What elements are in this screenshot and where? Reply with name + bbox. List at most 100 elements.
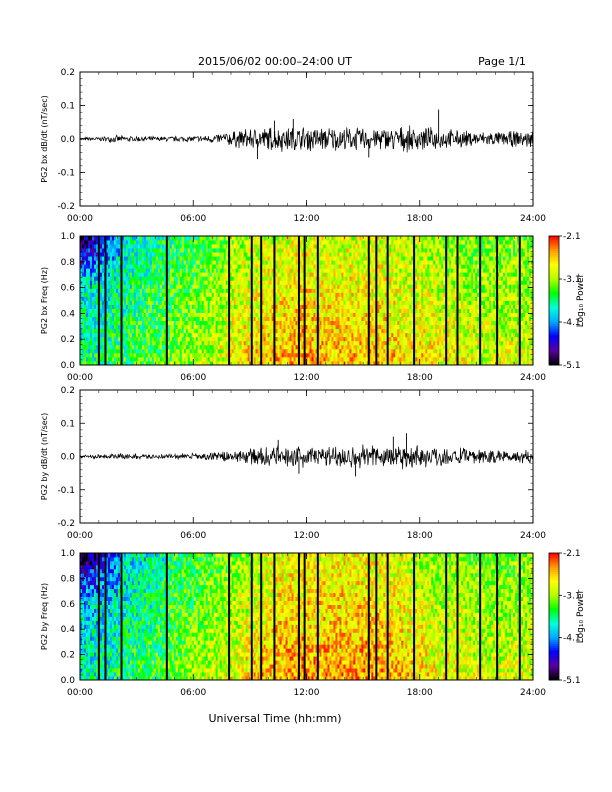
spectrogram-cell bbox=[123, 264, 127, 269]
spectrogram-cell bbox=[197, 296, 201, 301]
spectrogram-cell bbox=[80, 292, 83, 297]
spectrogram-cell bbox=[381, 296, 384, 301]
spectrogram-cell bbox=[163, 292, 167, 297]
spectrogram-cell bbox=[239, 276, 243, 281]
spectrogram-cell bbox=[115, 356, 119, 362]
spectrogram-cell bbox=[161, 264, 165, 269]
spectrogram-cell bbox=[329, 312, 332, 318]
spectrogram-cell bbox=[353, 244, 356, 249]
spectrogram-cell bbox=[87, 312, 91, 318]
spectrogram-cell bbox=[163, 280, 167, 285]
spectrogram-cell bbox=[363, 336, 366, 342]
spectrogram-cell bbox=[275, 324, 278, 330]
spectrogram-cell bbox=[311, 284, 314, 289]
spectrogram-cell bbox=[127, 312, 131, 318]
spectrogram-cell bbox=[253, 352, 257, 358]
spectrogram-cell bbox=[151, 352, 155, 358]
spectrogram-cell bbox=[321, 240, 324, 245]
spectrogram-cell bbox=[145, 312, 149, 318]
spectrogram-cell bbox=[167, 328, 171, 334]
spectrogram-cell bbox=[279, 252, 282, 257]
spectrogram-cell bbox=[125, 252, 129, 257]
spectrogram-cell bbox=[241, 320, 245, 326]
spectrogram-cell bbox=[127, 344, 131, 350]
spectrogram-cell bbox=[83, 240, 87, 245]
spectrogram-cell bbox=[365, 352, 368, 358]
spectrogram-cell bbox=[145, 280, 149, 285]
spectrogram-cell bbox=[209, 312, 213, 318]
spectrogram-cell bbox=[327, 260, 330, 265]
spectrogram-cell bbox=[357, 288, 360, 293]
spectrogram-cell bbox=[285, 316, 288, 322]
spectrogram-cell bbox=[313, 264, 316, 269]
spectrogram-cell bbox=[159, 300, 163, 305]
spectrogram-cell bbox=[231, 264, 235, 269]
spectrogram-cell bbox=[241, 308, 245, 313]
spectrogram-cell bbox=[371, 268, 374, 273]
spectrogram-cell bbox=[355, 272, 358, 277]
spectrogram-cell bbox=[323, 316, 326, 322]
spectrogram-cell bbox=[379, 304, 382, 309]
spectrogram-cell bbox=[175, 340, 179, 346]
spectrogram-cell bbox=[219, 288, 223, 293]
spectrogram-cell bbox=[197, 352, 201, 358]
signal-trace bbox=[79, 109, 534, 160]
spectrogram-cell bbox=[195, 248, 199, 253]
spectrogram-cell bbox=[93, 340, 97, 346]
spectrogram-cell bbox=[339, 352, 342, 358]
spectrogram-cell bbox=[325, 320, 328, 326]
spectrogram-cell bbox=[197, 260, 201, 265]
spectrogram-cell bbox=[93, 328, 97, 334]
spectrogram-cell bbox=[331, 296, 334, 301]
spectrogram-cell bbox=[357, 348, 360, 354]
spectrogram-cell bbox=[343, 248, 346, 253]
spectrogram-cell bbox=[309, 304, 312, 309]
spectrogram-cell bbox=[143, 252, 147, 257]
spectrogram-cell bbox=[311, 312, 314, 318]
spectrogram-cell bbox=[311, 320, 314, 326]
spectrogram-cell bbox=[89, 236, 93, 241]
spectrogram-cell bbox=[313, 340, 316, 346]
spectrogram-cell bbox=[299, 280, 302, 285]
spectrogram-cell bbox=[173, 288, 177, 293]
spectrogram-cell bbox=[277, 360, 280, 366]
spectrogram-cell bbox=[203, 244, 207, 249]
spectrogram-cell bbox=[197, 320, 201, 326]
spectrogram-cell bbox=[299, 260, 302, 265]
spectrogram-cell bbox=[349, 276, 352, 281]
spectrogram-cell bbox=[183, 268, 187, 273]
spectrogram-cell bbox=[337, 360, 340, 366]
spectrogram-cell bbox=[83, 292, 87, 297]
spectrogram-cell bbox=[205, 288, 209, 293]
spectrogram-cell bbox=[361, 316, 364, 322]
spectrogram-cell bbox=[301, 356, 304, 362]
spectrogram-cell bbox=[275, 340, 278, 346]
spectrogram-cell bbox=[137, 312, 141, 318]
spectrogram-cell bbox=[251, 256, 255, 261]
spectrogram-cell bbox=[185, 324, 189, 330]
x-tick-label: 00:00 bbox=[67, 214, 93, 224]
spectrogram-cell bbox=[345, 320, 348, 326]
spectrogram-cell bbox=[373, 288, 376, 293]
spectrogram-cell bbox=[243, 252, 247, 257]
spectrogram-cell bbox=[379, 288, 382, 293]
spectrogram-cell bbox=[371, 264, 374, 269]
spectrogram-cell bbox=[225, 240, 229, 245]
spectrogram-cell bbox=[323, 328, 326, 334]
spectrogram-cell bbox=[351, 288, 354, 293]
spectrogram-cell bbox=[261, 340, 264, 346]
spectrogram-cell bbox=[355, 320, 358, 326]
spectrogram-cell bbox=[355, 292, 358, 297]
spectrogram-cell bbox=[181, 280, 185, 285]
spectrogram-cell bbox=[80, 256, 83, 261]
spectrogram-cell bbox=[201, 312, 205, 318]
spectrogram-cell bbox=[213, 328, 217, 334]
spectrogram-cell bbox=[93, 344, 97, 350]
spectrogram-cell bbox=[245, 300, 249, 305]
spectrogram-cell bbox=[313, 292, 316, 297]
spectrogram-cell bbox=[311, 304, 314, 309]
spectrogram-cell bbox=[247, 272, 251, 277]
spectrogram-cell bbox=[263, 332, 266, 338]
spectrogram-cell bbox=[80, 300, 83, 305]
spectrogram-cell bbox=[85, 348, 89, 354]
